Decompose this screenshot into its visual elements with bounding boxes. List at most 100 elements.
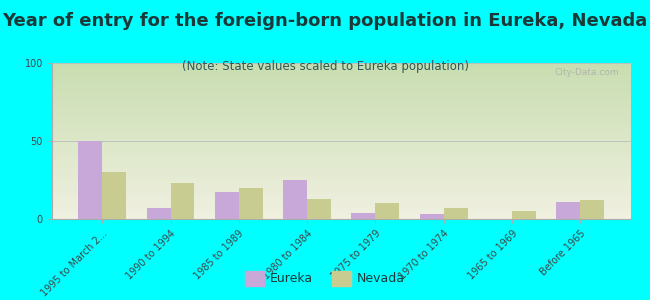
Bar (52, 66, 630, 67)
Bar (52, 145, 630, 146)
Bar (52, 214, 630, 215)
Bar (52, 160, 630, 161)
Bar (52, 174, 630, 175)
Bar (52, 99, 630, 100)
Bar (580, 200, 605, 219)
Bar (556, 202, 580, 219)
Bar (52, 119, 630, 120)
Bar (52, 87, 630, 88)
Bar (239, 188, 263, 219)
Bar (52, 213, 630, 214)
Bar (52, 72, 630, 73)
Bar (52, 163, 630, 164)
Bar (52, 130, 630, 131)
Bar (52, 178, 630, 179)
Bar (52, 191, 630, 192)
Bar (52, 162, 630, 163)
Bar (52, 193, 630, 194)
Bar (52, 124, 630, 125)
Bar (52, 120, 630, 121)
Bar (52, 126, 630, 127)
Bar (52, 203, 630, 204)
Bar (52, 202, 630, 203)
Bar (52, 122, 630, 123)
Bar (52, 161, 630, 162)
Bar (52, 106, 630, 107)
Bar (52, 216, 630, 217)
Bar (52, 155, 630, 156)
Bar (52, 211, 630, 212)
Bar (52, 192, 630, 193)
Bar (52, 63, 630, 64)
Text: City-Data.com: City-Data.com (554, 68, 619, 77)
Bar (52, 215, 630, 216)
Bar (52, 118, 630, 119)
Text: Year of entry for the foreign-born population in Eureka, Nevada: Year of entry for the foreign-born popul… (3, 12, 647, 30)
Bar (52, 218, 630, 219)
Bar (52, 131, 630, 132)
Bar (52, 148, 630, 149)
Bar (52, 182, 630, 183)
Bar (52, 91, 630, 92)
Bar (52, 97, 630, 98)
Bar (52, 92, 630, 93)
Bar (52, 177, 630, 178)
Bar (147, 208, 170, 219)
Bar (52, 85, 630, 86)
Bar (376, 203, 399, 219)
Bar (52, 187, 630, 188)
Bar (52, 127, 630, 128)
Bar (52, 166, 630, 167)
Bar (52, 169, 630, 170)
Bar (52, 139, 630, 140)
Bar (52, 112, 630, 113)
Bar (52, 208, 630, 209)
Bar (52, 101, 630, 102)
Bar (52, 186, 630, 187)
Bar (352, 213, 376, 219)
Bar (52, 194, 630, 195)
Bar (52, 113, 630, 114)
Bar (52, 121, 630, 122)
Bar (52, 184, 630, 185)
Bar (52, 93, 630, 94)
Bar (52, 132, 630, 133)
Bar (52, 143, 630, 144)
Bar (52, 180, 630, 181)
Bar (52, 117, 630, 118)
Bar (52, 65, 630, 66)
Bar (420, 214, 444, 219)
Bar (52, 190, 630, 191)
Bar (52, 188, 630, 189)
Bar (52, 204, 630, 205)
Bar (52, 217, 630, 218)
Bar (52, 206, 630, 207)
Bar (52, 115, 630, 116)
Bar (52, 108, 630, 109)
Bar (52, 156, 630, 157)
Bar (52, 196, 630, 197)
Bar (52, 68, 630, 69)
Bar (170, 183, 194, 219)
Bar (52, 183, 630, 184)
Bar (52, 111, 630, 112)
Bar (52, 96, 630, 97)
Bar (52, 153, 630, 154)
Bar (52, 173, 630, 174)
Bar (52, 179, 630, 180)
Bar (52, 78, 630, 79)
Bar (52, 154, 630, 155)
Bar (52, 172, 630, 173)
Bar (52, 167, 630, 168)
Bar (52, 138, 630, 139)
Bar (52, 141, 630, 142)
Bar (52, 82, 630, 83)
Bar (52, 200, 630, 201)
Bar (52, 125, 630, 126)
Bar (52, 105, 630, 106)
Bar (52, 128, 630, 129)
Bar (52, 149, 630, 150)
Bar (52, 129, 630, 130)
Bar (52, 95, 630, 96)
Bar (52, 90, 630, 91)
